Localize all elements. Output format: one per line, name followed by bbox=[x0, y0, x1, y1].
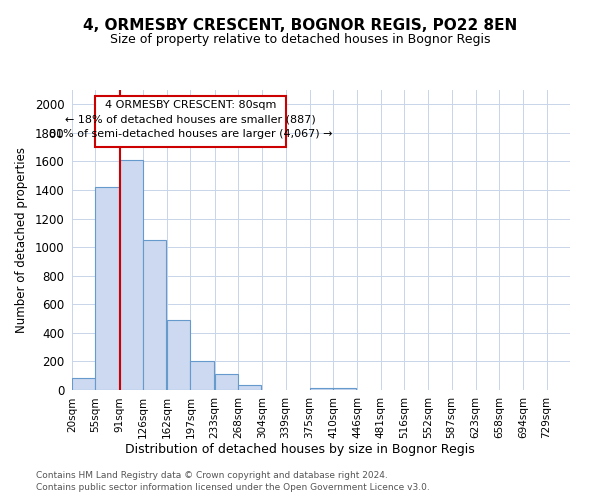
Text: Contains HM Land Registry data © Crown copyright and database right 2024.: Contains HM Land Registry data © Crown c… bbox=[36, 471, 388, 480]
Text: 4 ORMESBY CRESCENT: 80sqm: 4 ORMESBY CRESCENT: 80sqm bbox=[105, 100, 277, 110]
Bar bbox=[167, 320, 190, 390]
Bar bbox=[238, 385, 262, 390]
Bar bbox=[333, 388, 356, 390]
Text: Contains public sector information licensed under the Open Government Licence v3: Contains public sector information licen… bbox=[36, 484, 430, 492]
Bar bbox=[190, 362, 214, 390]
Y-axis label: Number of detached properties: Number of detached properties bbox=[14, 147, 28, 333]
Text: Size of property relative to detached houses in Bognor Regis: Size of property relative to detached ho… bbox=[110, 32, 490, 46]
Bar bbox=[95, 96, 286, 147]
Bar bbox=[95, 187, 119, 390]
Bar bbox=[119, 160, 143, 390]
Bar bbox=[72, 378, 95, 390]
Text: Distribution of detached houses by size in Bognor Regis: Distribution of detached houses by size … bbox=[125, 442, 475, 456]
Bar bbox=[143, 240, 166, 390]
Text: 81% of semi-detached houses are larger (4,067) →: 81% of semi-detached houses are larger (… bbox=[49, 129, 332, 139]
Bar bbox=[215, 374, 238, 390]
Bar bbox=[310, 388, 333, 390]
Text: 4, ORMESBY CRESCENT, BOGNOR REGIS, PO22 8EN: 4, ORMESBY CRESCENT, BOGNOR REGIS, PO22 … bbox=[83, 18, 517, 32]
Text: ← 18% of detached houses are smaller (887): ← 18% of detached houses are smaller (88… bbox=[65, 114, 316, 124]
